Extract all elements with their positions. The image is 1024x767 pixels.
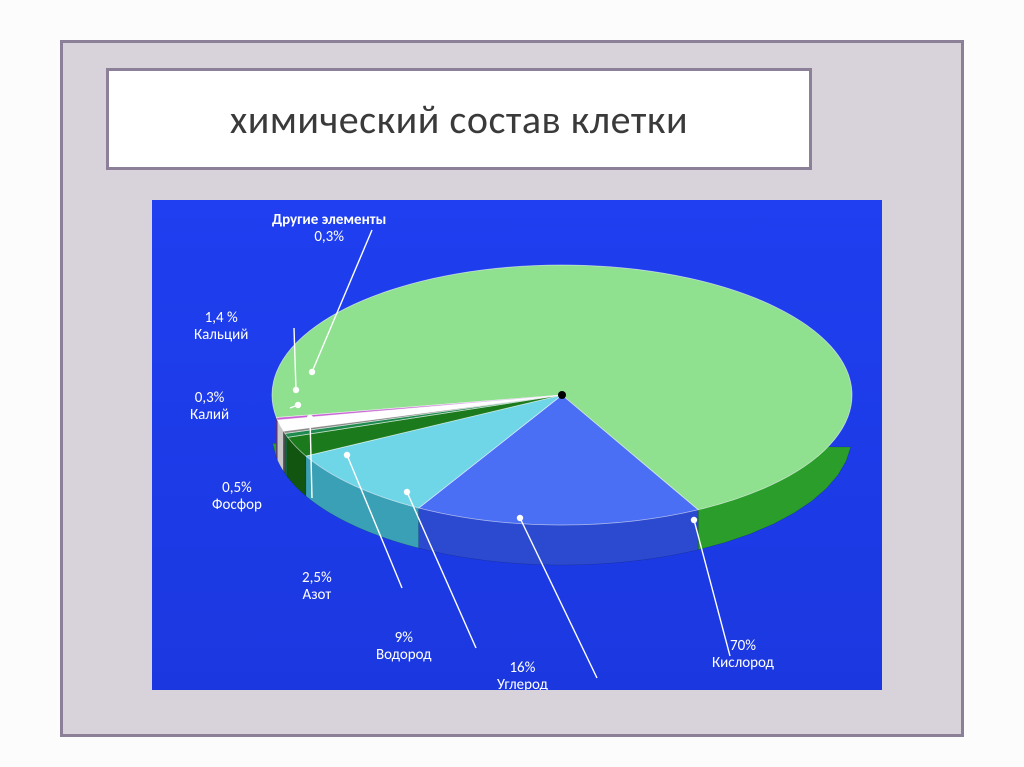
title-box: химический состав клетки (106, 68, 812, 170)
slice-percent: 70% (712, 638, 774, 655)
pie-slice-side (285, 433, 288, 477)
leader-dot (404, 489, 410, 495)
slice-label: 0,5%Фосфор (212, 480, 262, 513)
slice-label: Другие элементы0,3% (272, 212, 386, 245)
slice-label: 70%Кислород (712, 638, 774, 671)
slice-label: 16%Углерод (497, 660, 548, 690)
leader-dot (517, 515, 523, 521)
pie-center-dot (558, 391, 566, 399)
slice-label: 9%Водород (376, 630, 432, 663)
slice-percent: 0,3% (190, 390, 229, 407)
slice-percent: 0,3% (272, 229, 386, 246)
leader-dot (309, 369, 315, 375)
leader-dot (293, 387, 299, 393)
leader-dot (691, 517, 697, 523)
slice-percent: 16% (497, 660, 548, 677)
slice-label: 1,4 %Кальций (194, 310, 248, 343)
slice-name: Другие элементы (272, 212, 386, 229)
leader-dot (307, 415, 313, 421)
slice-name: Азот (302, 587, 332, 604)
pie-chart-svg (152, 200, 882, 690)
slice-name: Водород (376, 647, 432, 664)
slice-name: Кальций (194, 327, 248, 344)
leader-dot (295, 402, 301, 408)
slice-name: Фосфор (212, 497, 262, 514)
slice-label: 0,3%Калий (190, 390, 229, 423)
title-text: химический состав клетки (230, 95, 688, 144)
leader-dot (344, 452, 350, 458)
slice-name: Углерод (497, 677, 548, 691)
slice-percent: 1,4 % (194, 310, 248, 327)
slice-percent: 2,5% (302, 570, 332, 587)
slide: химический состав клетки 70%Кислород 16%У… (0, 0, 1024, 767)
slice-label: 2,5%Азот (302, 570, 332, 603)
slice-name: Калий (190, 407, 229, 424)
slice-percent: 0,5% (212, 480, 262, 497)
slice-name: Кислород (712, 655, 774, 672)
pie-chart: 70%Кислород 16%Углерод 9%Водород 2,5%Азот 0,… (152, 200, 882, 690)
slice-percent: 9% (376, 630, 432, 647)
